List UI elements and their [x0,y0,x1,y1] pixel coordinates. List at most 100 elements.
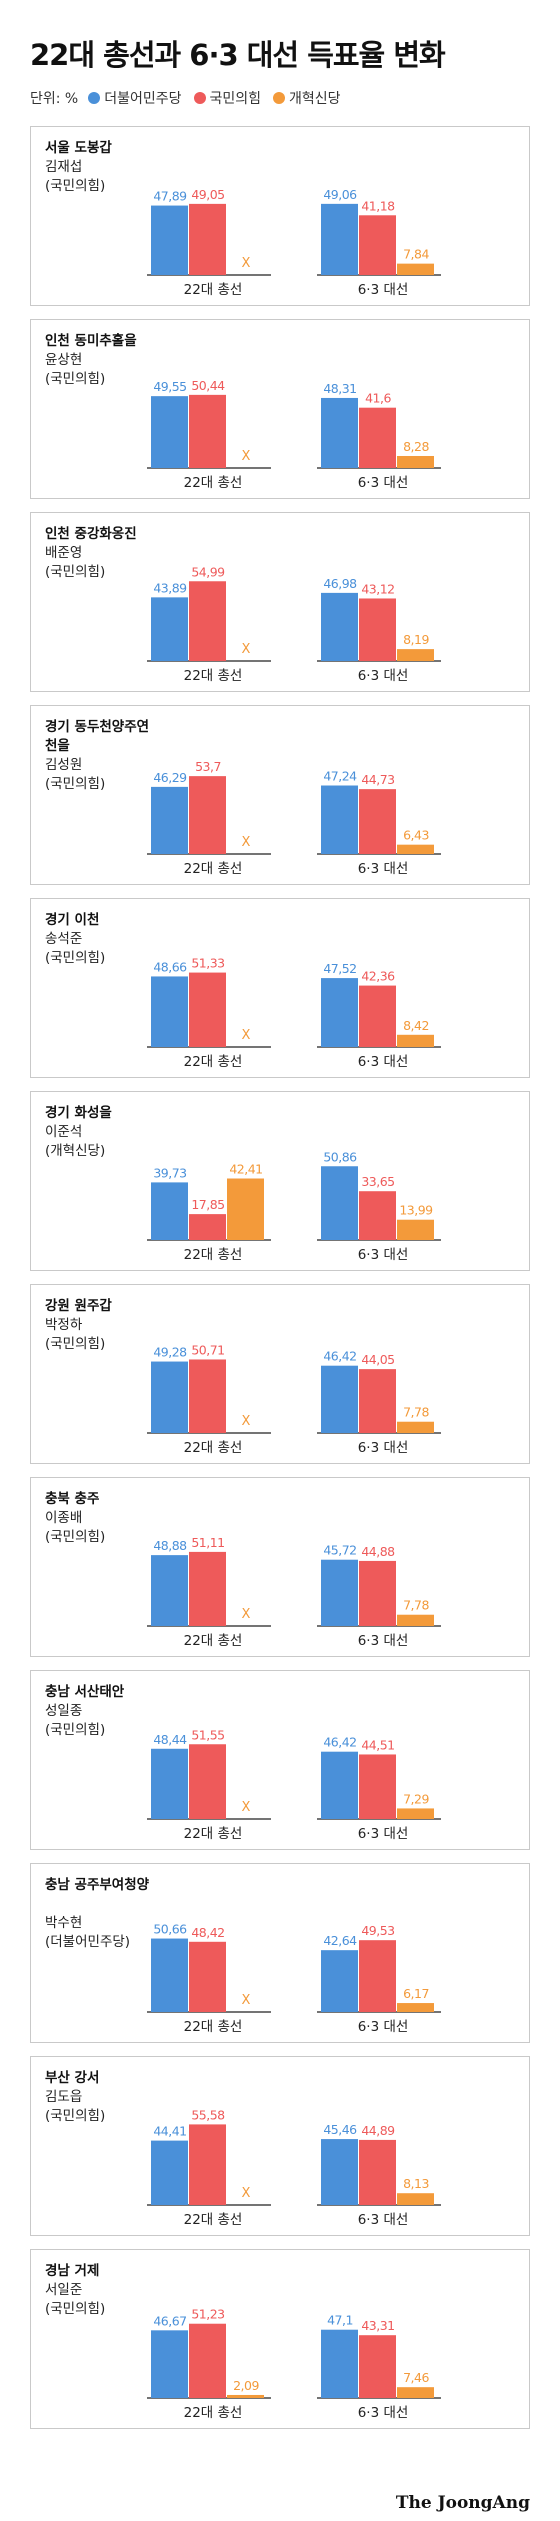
district-card: 경남 거제 서일준 (국민의힘) 46,67 51,23 2,09 22대 총선 47,1 43… [30,2249,530,2429]
bar-value-label: 49,55 [153,379,186,394]
candidate-name: 송석준 [45,931,83,947]
group-label: 22대 총선 [184,1247,243,1263]
bar-value-label: 48,31 [323,381,356,396]
bar-ppp [189,1744,226,1819]
bar-value-label: 44,88 [361,1544,395,1559]
bar-democratic [321,785,358,854]
candidate-name: 김성원 [45,757,83,773]
no-candidate-mark: X [242,1414,251,1429]
bar-value-label: 53,7 [195,759,221,774]
bar-ppp [359,598,396,661]
bar-democratic [151,205,188,275]
bar-value-label: 7,78 [403,1405,429,1420]
legend-label-democratic: 더불어민주당 [104,91,182,107]
district-card: 서울 도봉갑 김재섭 (국민의힘) 47,89 49,05 X 22대 총선 49,06 41,… [30,126,530,306]
bar-democratic [151,2330,188,2398]
bar-ppp [359,407,396,468]
legend-label-reform: 개혁신당 [289,91,341,107]
bar-reform [397,455,434,468]
bar-reform [397,2193,434,2205]
bar-reform [397,1034,434,1047]
bar-value-label: 7,84 [403,247,429,262]
district-bar-chart: 50,66 48,42 X 22대 총선 42,64 49,53 6,17 6·3 대선 [147,1922,441,2035]
bar-value-label: 50,66 [153,1922,187,1937]
candidate-party: (국민의힘) [45,2108,106,2124]
bar-value-label: 43,31 [361,2318,394,2333]
bar-democratic [151,976,188,1047]
group-label: 6·3 대선 [358,2212,409,2228]
bar-reform [227,1178,264,1240]
bar-value-label: 33,65 [361,1174,394,1189]
district-card: 강원 원주갑 박정하 (국민의힘) 49,28 50,71 X 22대 총선 46,42 44,… [30,1284,530,1464]
bar-value-label: 41,6 [365,391,391,406]
bar-value-label: 42,41 [229,1162,262,1177]
bar-democratic [321,1365,358,1433]
bar-value-label: 47,89 [153,189,187,204]
bar-reform [397,263,434,275]
bar-democratic [321,592,358,661]
legend-item-ppp: 국민의힘 [193,88,261,108]
bar-ppp [189,2124,226,2205]
bar-value-label: 48,44 [153,1732,187,1747]
group-label: 22대 총선 [184,1826,243,1842]
bar-value-label: 48,42 [191,1925,224,1940]
bar-democratic [321,2139,358,2205]
district-name: 경기 이천 [45,912,100,928]
district-name: 서울 도봉갑 [45,140,112,156]
bar-value-label: 45,72 [323,1543,356,1558]
bar-value-label: 49,28 [153,1345,187,1360]
group-label: 22대 총선 [184,475,243,491]
group-label: 22대 총선 [184,2405,243,2421]
bar-ppp [359,1560,396,1626]
bar-value-label: 44,05 [361,1352,394,1367]
bar-value-label: 43,89 [153,580,187,595]
bar-reform [397,1614,434,1626]
no-candidate-mark: X [242,1800,251,1815]
bar-democratic [151,1748,188,1819]
bar-value-label: 50,86 [323,1149,357,1164]
bar-value-label: 46,98 [323,576,357,591]
bar-reform [397,2003,434,2012]
district-bar-chart: 44,41 55,58 X 22대 총선 45,46 44,89 8,13 6·3 대선 [147,2107,441,2228]
bar-reform [397,649,434,661]
bar-value-label: 7,29 [403,1791,429,1806]
bar-value-label: 55,58 [191,2107,225,2122]
bar-democratic [151,1361,188,1433]
district-bar-chart: 48,88 51,11 X 22대 총선 45,72 44,88 7,78 6·3 대선 [147,1535,441,1649]
candidate-party: (국민의힘) [45,178,106,194]
bar-democratic [321,1751,358,1819]
bar-democratic [321,1559,358,1626]
bar-democratic [151,2140,188,2205]
bar-value-label: 13,99 [399,1203,433,1218]
bar-democratic [151,1555,188,1626]
candidate-party: (국민의힘) [45,2301,106,2317]
no-candidate-mark: X [242,642,251,657]
bar-ppp [359,2335,396,2398]
legend-swatch-reform [273,92,286,104]
bar-value-label: 39,73 [153,1165,186,1180]
bar-value-label: 50,44 [191,378,225,393]
district-bar-chart: 39,73 17,85 42,41 22대 총선 50,86 33,65 13,99 6·3 … [147,1149,441,1263]
group-label: 6·3 대선 [358,2019,409,2035]
district-name: 인천 중강화옹진 [45,526,137,542]
bar-value-label: 47,1 [327,2313,353,2328]
district-name: 경남 거제 [45,2263,100,2279]
bar-democratic [151,597,188,661]
group-label: 6·3 대선 [358,2405,409,2421]
bar-ppp [189,972,226,1047]
bar-democratic [321,2329,358,2398]
bar-democratic [321,1166,358,1240]
district-name: 충남 서산태안 [45,1684,125,1700]
candidate-party: (국민의힘) [45,564,106,580]
bar-democratic [321,978,358,1047]
bar-value-label: 51,55 [191,1727,224,1742]
district-bar-chart: 47,89 49,05 X 22대 총선 49,06 41,18 7,84 6·3 대선 [147,187,441,298]
district-card: 충북 충주 이종배 (국민의힘) 48,88 51,11 X 22대 총선 45,72 44,8… [30,1477,530,1657]
bar-reform [397,2387,434,2398]
bar-value-label: 51,23 [191,2307,224,2322]
group-label: 6·3 대선 [358,861,409,877]
bar-ppp [189,394,226,468]
bar-ppp [359,1369,396,1433]
bar-reform [397,844,434,854]
district-card: 충남 서산태안 성일종 (국민의힘) 48,44 51,55 X 22대 총선 46,42 44… [30,1670,530,1850]
